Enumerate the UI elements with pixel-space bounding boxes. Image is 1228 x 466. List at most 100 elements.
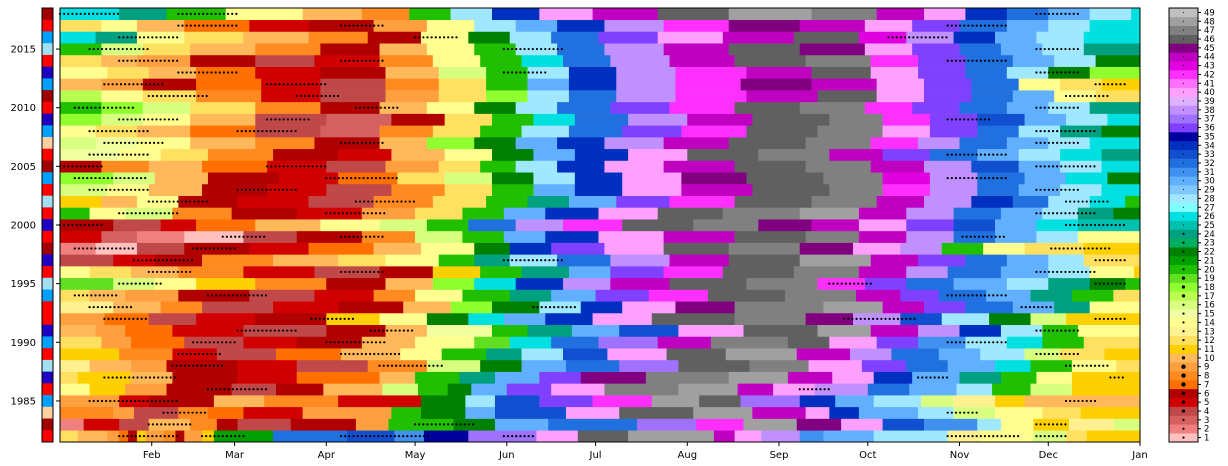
heatmap-cell	[918, 336, 966, 349]
heatmap-cell	[527, 66, 570, 79]
heatmap-cell	[326, 160, 386, 173]
heatmap-cell	[811, 78, 877, 91]
colorbar-marker	[1182, 144, 1185, 146]
heatmap-dot	[426, 36, 429, 39]
heatmap-cell	[539, 395, 593, 408]
heatmap-cell	[1095, 90, 1132, 103]
heatmap-dot	[183, 411, 186, 414]
heatmap-cell	[557, 19, 605, 32]
heatmap-cell	[1125, 66, 1140, 79]
heatmap-dot	[168, 94, 171, 98]
heatmap-dot	[274, 83, 277, 86]
heatmap-dot	[402, 329, 405, 332]
heatmap-dot	[231, 24, 234, 27]
heatmap-cell	[823, 172, 883, 185]
heatmap-dot	[1056, 12, 1059, 15]
heatmap-dot	[1117, 376, 1120, 379]
colorbar-marker	[1182, 303, 1185, 306]
heatmap-dot	[222, 12, 226, 15]
heatmap-dot	[916, 36, 919, 39]
heatmap-dot	[282, 188, 285, 191]
heatmap-dot	[540, 47, 543, 51]
heatmap-dot	[1032, 306, 1036, 309]
heatmap-dot	[1073, 94, 1076, 98]
heatmap-dot	[140, 141, 143, 144]
heatmap-cell	[196, 66, 256, 79]
heatmap-dot	[253, 188, 256, 191]
heatmap-dot	[950, 24, 953, 27]
heatmap-dot	[303, 118, 306, 121]
heatmap-cell	[379, 312, 428, 326]
heatmap-dot	[963, 435, 966, 438]
heatmap-dot	[264, 294, 268, 297]
heatmap-dot	[119, 247, 122, 250]
heatmap-dot	[326, 317, 330, 320]
heatmap-dot	[1068, 212, 1071, 215]
heatmap-dot	[167, 435, 170, 438]
heatmap-dot	[117, 306, 120, 309]
heatmap-cell	[426, 324, 493, 337]
heatmap-dot	[1106, 200, 1109, 203]
heatmap-dot	[1072, 130, 1075, 133]
heatmap-dot	[248, 188, 252, 191]
heatmap-dot	[527, 71, 530, 74]
heatmap-dot	[954, 176, 958, 180]
colorbar-tick-label: 45	[1204, 44, 1215, 54]
heatmap-dot	[1072, 188, 1075, 191]
heatmap-cell	[1095, 54, 1138, 67]
heatmap-dot	[146, 399, 149, 403]
heatmap-dot	[221, 435, 224, 438]
colorbar-marker	[1181, 364, 1186, 369]
heatmap-cell	[136, 125, 191, 138]
heatmap-dot	[240, 130, 243, 133]
heatmap-dot	[1085, 200, 1088, 203]
heatmap-dot	[523, 71, 526, 74]
heatmap-dot	[286, 165, 289, 168]
heatmap-cell	[302, 406, 392, 419]
heatmap-dot	[125, 153, 128, 156]
heatmap-cell	[426, 359, 481, 372]
heatmap-dot	[531, 47, 534, 51]
heatmap-cell	[95, 125, 138, 138]
heatmap-dot	[377, 435, 380, 438]
heatmap-dot	[290, 83, 294, 86]
heatmap-dot	[967, 435, 970, 438]
colorbar-marker	[1181, 409, 1186, 413]
heatmap-dot	[129, 47, 133, 51]
heatmap-cell	[870, 137, 919, 150]
colorbar-tick-label: 20	[1204, 265, 1215, 275]
heatmap-cell	[60, 254, 114, 267]
heatmap-dot	[160, 94, 163, 98]
heatmap-dot	[129, 399, 133, 403]
heatmap-dot	[992, 153, 995, 156]
heatmap-dot	[1035, 352, 1038, 356]
heatmap-cell	[119, 418, 150, 431]
heatmap-cell	[793, 31, 860, 44]
heatmap-dot	[1060, 141, 1063, 144]
heatmap-cell	[190, 54, 256, 67]
heatmap-dot	[290, 329, 293, 332]
heatmap-dot	[278, 118, 281, 121]
heatmap-dot	[238, 435, 241, 438]
heatmap-cell	[60, 430, 79, 443]
heatmap-dot	[967, 176, 970, 180]
heatmap-dot	[975, 435, 978, 438]
heatmap-dot	[1069, 223, 1072, 227]
heatmap-dot	[117, 130, 120, 133]
heatmap-cell	[60, 54, 102, 67]
heatmap-cell	[136, 230, 185, 243]
heatmap-dot	[163, 36, 166, 39]
heatmap-dot	[184, 270, 188, 274]
heatmap-dot	[1000, 59, 1003, 62]
heatmap-cell	[480, 125, 522, 138]
heatmap-cell	[184, 430, 203, 443]
heatmap-cell	[1137, 125, 1140, 138]
heatmap-dot	[367, 106, 370, 109]
heatmap-dot	[113, 399, 116, 403]
heatmap-dot	[950, 153, 953, 156]
heatmap-dot	[373, 435, 376, 438]
heatmap-dot	[424, 364, 427, 367]
heatmap-cell	[861, 359, 907, 372]
heatmap-cell	[60, 195, 102, 208]
heatmap-dot	[356, 270, 359, 274]
